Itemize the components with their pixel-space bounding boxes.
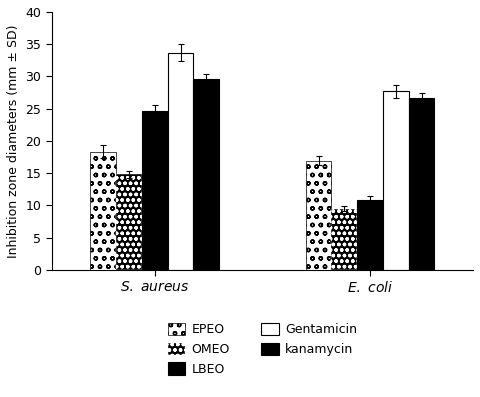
- Bar: [193, 79, 219, 270]
- Bar: [357, 200, 383, 270]
- Y-axis label: Inhibition zone diameters (mm ± SD): Inhibition zone diameters (mm ± SD): [7, 24, 20, 258]
- Bar: [408, 98, 434, 270]
- Bar: [306, 161, 332, 270]
- Bar: [142, 111, 168, 270]
- Bar: [90, 152, 116, 270]
- Bar: [116, 175, 142, 270]
- Bar: [332, 209, 357, 270]
- Bar: [168, 52, 193, 270]
- Bar: [383, 91, 408, 270]
- Legend: EPEO, OMEO, LBEO, Gentamicin, kanamycin: EPEO, OMEO, LBEO, Gentamicin, kanamycin: [168, 323, 357, 376]
